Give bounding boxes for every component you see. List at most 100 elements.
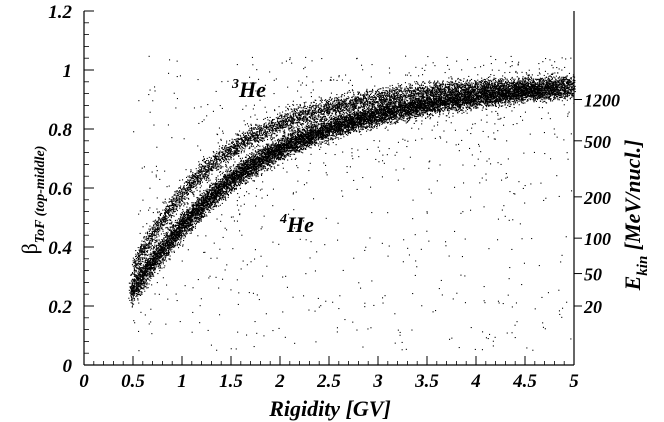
he3-point <box>448 85 450 87</box>
he3-point <box>223 155 225 157</box>
he3-point <box>489 81 491 83</box>
he3-point <box>149 243 151 245</box>
he3-point <box>222 157 224 159</box>
he3-point <box>326 104 328 106</box>
he3-point <box>236 149 238 151</box>
he3-point <box>458 85 460 87</box>
he3-point <box>192 181 194 183</box>
he3-point <box>305 110 307 112</box>
he3-point <box>373 95 375 97</box>
he3-point <box>210 168 212 170</box>
he3-point <box>361 103 363 105</box>
he3-point <box>348 97 350 99</box>
he3-point <box>193 174 195 176</box>
he3-point <box>256 139 258 141</box>
he3-point <box>250 128 252 130</box>
he3-point <box>382 99 384 101</box>
he3-point <box>271 126 273 128</box>
he3-point <box>288 117 290 119</box>
he3-point <box>461 83 463 85</box>
he3-point <box>317 115 319 117</box>
he3-point <box>208 156 210 158</box>
he3-point <box>189 191 191 193</box>
he3-point <box>275 123 277 125</box>
he3-point <box>446 84 448 86</box>
he3-point <box>195 183 197 185</box>
he3-point <box>338 99 340 101</box>
he3-point <box>440 92 442 94</box>
he3-point <box>220 165 222 167</box>
he3-point <box>199 174 201 176</box>
he3-point <box>489 85 491 87</box>
he3-point <box>444 88 446 90</box>
he3-point <box>525 78 527 80</box>
he3-point <box>153 224 155 226</box>
he3-point <box>263 127 265 129</box>
he3-point <box>155 234 157 236</box>
he3-point <box>182 200 184 202</box>
he3-point <box>395 103 397 105</box>
he3-point <box>495 81 497 83</box>
he3-point <box>233 139 235 141</box>
he3-point <box>275 129 277 131</box>
he3-point <box>225 154 227 156</box>
he3-point <box>523 84 525 86</box>
he3-point <box>296 123 298 125</box>
he3-point <box>249 142 251 144</box>
he3-point <box>236 145 238 147</box>
he3-point <box>313 119 315 121</box>
he3-point <box>204 168 206 170</box>
he3-point <box>286 122 288 124</box>
he3-point <box>539 82 541 84</box>
he3-point <box>353 108 355 110</box>
he3-point <box>356 102 358 104</box>
he3-point <box>507 85 509 87</box>
he3-point <box>216 167 218 169</box>
he3-point <box>427 88 429 90</box>
he3-point <box>341 102 343 104</box>
he3-point <box>227 160 229 162</box>
he3-point <box>263 139 265 141</box>
he3-point <box>326 106 328 108</box>
he3-point <box>326 107 328 109</box>
he3-point <box>166 217 168 219</box>
he3-point <box>498 79 500 81</box>
he3-point <box>172 203 174 205</box>
he3-point <box>139 247 141 249</box>
he3-point <box>415 89 417 91</box>
he3-point <box>268 123 270 125</box>
he3-point <box>549 75 551 77</box>
he3-point <box>221 161 223 163</box>
he3-point <box>271 134 273 136</box>
he3-point <box>457 89 459 91</box>
he3-point <box>365 90 367 92</box>
he3-point <box>441 83 443 85</box>
he3-point <box>216 157 218 159</box>
he3-point <box>260 126 262 128</box>
he3-point <box>217 153 219 155</box>
he3-point <box>274 128 276 130</box>
he3-point <box>188 181 190 183</box>
he3-point <box>320 105 322 107</box>
he3-point <box>351 99 353 101</box>
he3-point <box>170 208 172 210</box>
he3-point <box>158 224 160 226</box>
he3-point <box>513 83 515 85</box>
he3-point <box>386 91 388 93</box>
he3-point <box>545 76 547 78</box>
he3-point <box>312 118 314 120</box>
he3-point <box>236 144 238 146</box>
he3-point <box>325 103 327 105</box>
he3-point <box>345 103 347 105</box>
he3-point <box>228 143 230 145</box>
he3-point <box>298 117 300 119</box>
he3-point <box>182 195 184 197</box>
he3-point <box>247 133 249 135</box>
he3-point <box>240 135 242 137</box>
he3-point <box>180 195 182 197</box>
he3-point <box>325 99 327 101</box>
he3-point <box>505 83 507 85</box>
he3-point <box>180 185 182 187</box>
he3-point <box>181 197 183 199</box>
he3-point <box>491 82 493 84</box>
